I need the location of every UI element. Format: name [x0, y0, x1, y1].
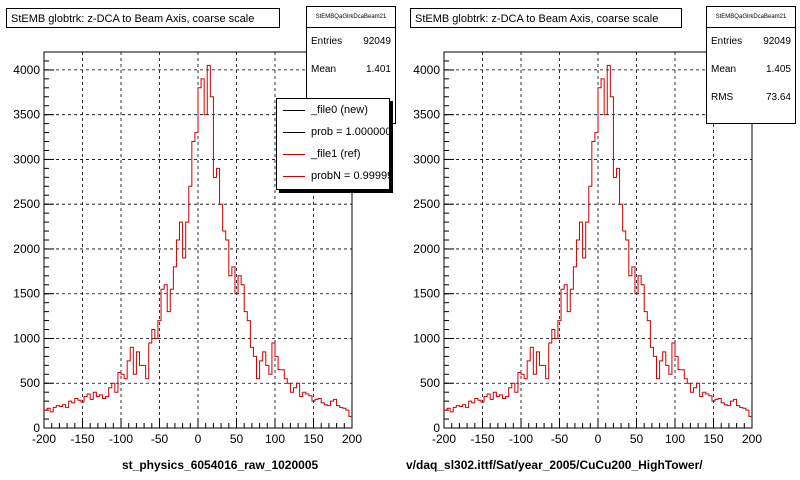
histogram-series-line [444, 64, 752, 417]
legend-entry-probn: probN = 0.999999 [277, 165, 389, 187]
legend-line-ref [283, 154, 305, 155]
x-axis-label: st_physics_6054016_raw_1020005 [122, 458, 319, 472]
legend-label-probn: probN = 0.999999 [311, 170, 389, 182]
stats-mean-value: 1.405 [765, 64, 791, 75]
stats-entries-row: Entries 92049 [707, 28, 795, 56]
stats-header: StEMBQaGlrkDcaBeam21 [307, 7, 395, 28]
x-tick-label: -50 [551, 432, 569, 446]
y-tick-label: 3500 [13, 108, 40, 122]
x-axis-label: v/daq_sl302.ittf/Sat/year_2005/CuCu200_H… [406, 458, 703, 472]
x-tick-label: -150 [70, 432, 94, 446]
stats-mean-label: Mean [711, 64, 737, 75]
stats-entries-value: 92049 [763, 36, 791, 47]
x-tick-label: -200 [32, 432, 56, 446]
stats-mean-label: Mean [311, 64, 337, 75]
y-tick-label: 500 [420, 376, 440, 390]
x-tick-label: -50 [151, 432, 169, 446]
y-tick-label: 4000 [13, 63, 40, 77]
y-tick-label: 2500 [413, 197, 440, 211]
y-tick-label: 1000 [13, 331, 40, 345]
x-tick-label: -100 [509, 432, 533, 446]
legend-label-ref: _file1 (ref) [311, 148, 361, 160]
stats-rms-label: RMS [711, 92, 734, 103]
legend-entry-prob: prob = 1.000000 [277, 121, 389, 143]
histogram-series-line [44, 64, 352, 417]
legend-entry-new: _file0 (new) [277, 99, 389, 121]
x-tick-label: 150 [303, 432, 323, 446]
legend-label-new: _file0 (new) [311, 104, 368, 116]
stats-mean-row: Mean 1.401 [307, 56, 395, 84]
x-tick-label: -200 [432, 432, 456, 446]
x-tick-label: 200 [742, 432, 762, 446]
x-tick-label: -150 [470, 432, 494, 446]
histogram-title: StEMB globtrk: z-DCA to Beam Axis, coars… [410, 8, 682, 28]
stats-mean-row: Mean 1.405 [707, 56, 795, 84]
y-tick-label: 0 [433, 421, 440, 435]
x-tick-label: 150 [703, 432, 723, 446]
y-tick-label: 2000 [413, 242, 440, 256]
stats-entries-label: Entries [311, 36, 343, 47]
stats-rms-row: RMS 73.64 [707, 84, 795, 112]
legend-line-probn [283, 176, 305, 177]
legend-entry-ref: _file1 (ref) [277, 143, 389, 165]
histogram-plot-left: -200 -150 -100 -50 0 50 100 150 2000500100015002… [13, 51, 362, 446]
x-tick-label: 50 [630, 432, 644, 446]
y-tick-label: 0 [33, 421, 40, 435]
legend-line-new [283, 110, 305, 111]
legend-line-prob [283, 132, 305, 133]
legend-label-prob: prob = 1.000000 [311, 126, 390, 138]
y-tick-label: 1500 [13, 287, 40, 301]
x-tick-label: 100 [265, 432, 285, 446]
stats-entries-label: Entries [711, 36, 743, 47]
stats-rms-value: 73.64 [765, 92, 791, 103]
y-tick-label: 4000 [413, 63, 440, 77]
stats-entries-value: 92049 [363, 36, 391, 47]
y-tick-label: 3000 [413, 152, 440, 166]
y-tick-label: 1000 [413, 331, 440, 345]
x-tick-label: 50 [230, 432, 244, 446]
histogram-plot-right: -200 -150 -100 -50 0 50 100 150 2000500100015002… [413, 51, 762, 446]
histogram-title: StEMB globtrk: z-DCA to Beam Axis, coars… [6, 8, 280, 28]
y-tick-label: 2000 [13, 242, 40, 256]
y-tick-label: 1500 [413, 287, 440, 301]
stats-entries-row: Entries 92049 [307, 28, 395, 56]
stats-box: StEMBQaGlrkDcaBeam21 Entries 92049 Mean … [706, 6, 796, 124]
x-tick-label: 0 [195, 432, 202, 446]
legend: _file0 (new) prob = 1.000000 _file1 (ref… [276, 98, 390, 190]
y-tick-label: 500 [20, 376, 40, 390]
y-tick-label: 2500 [13, 197, 40, 211]
stats-mean-value: 1.401 [365, 64, 391, 75]
y-tick-label: 3000 [13, 152, 40, 166]
x-tick-label: 100 [665, 432, 685, 446]
x-tick-label: 0 [595, 432, 602, 446]
stats-header: StEMBQaGlrkDcaBeam21 [707, 7, 795, 28]
x-tick-label: -100 [109, 432, 133, 446]
x-tick-label: 200 [342, 432, 362, 446]
y-tick-label: 3500 [413, 108, 440, 122]
